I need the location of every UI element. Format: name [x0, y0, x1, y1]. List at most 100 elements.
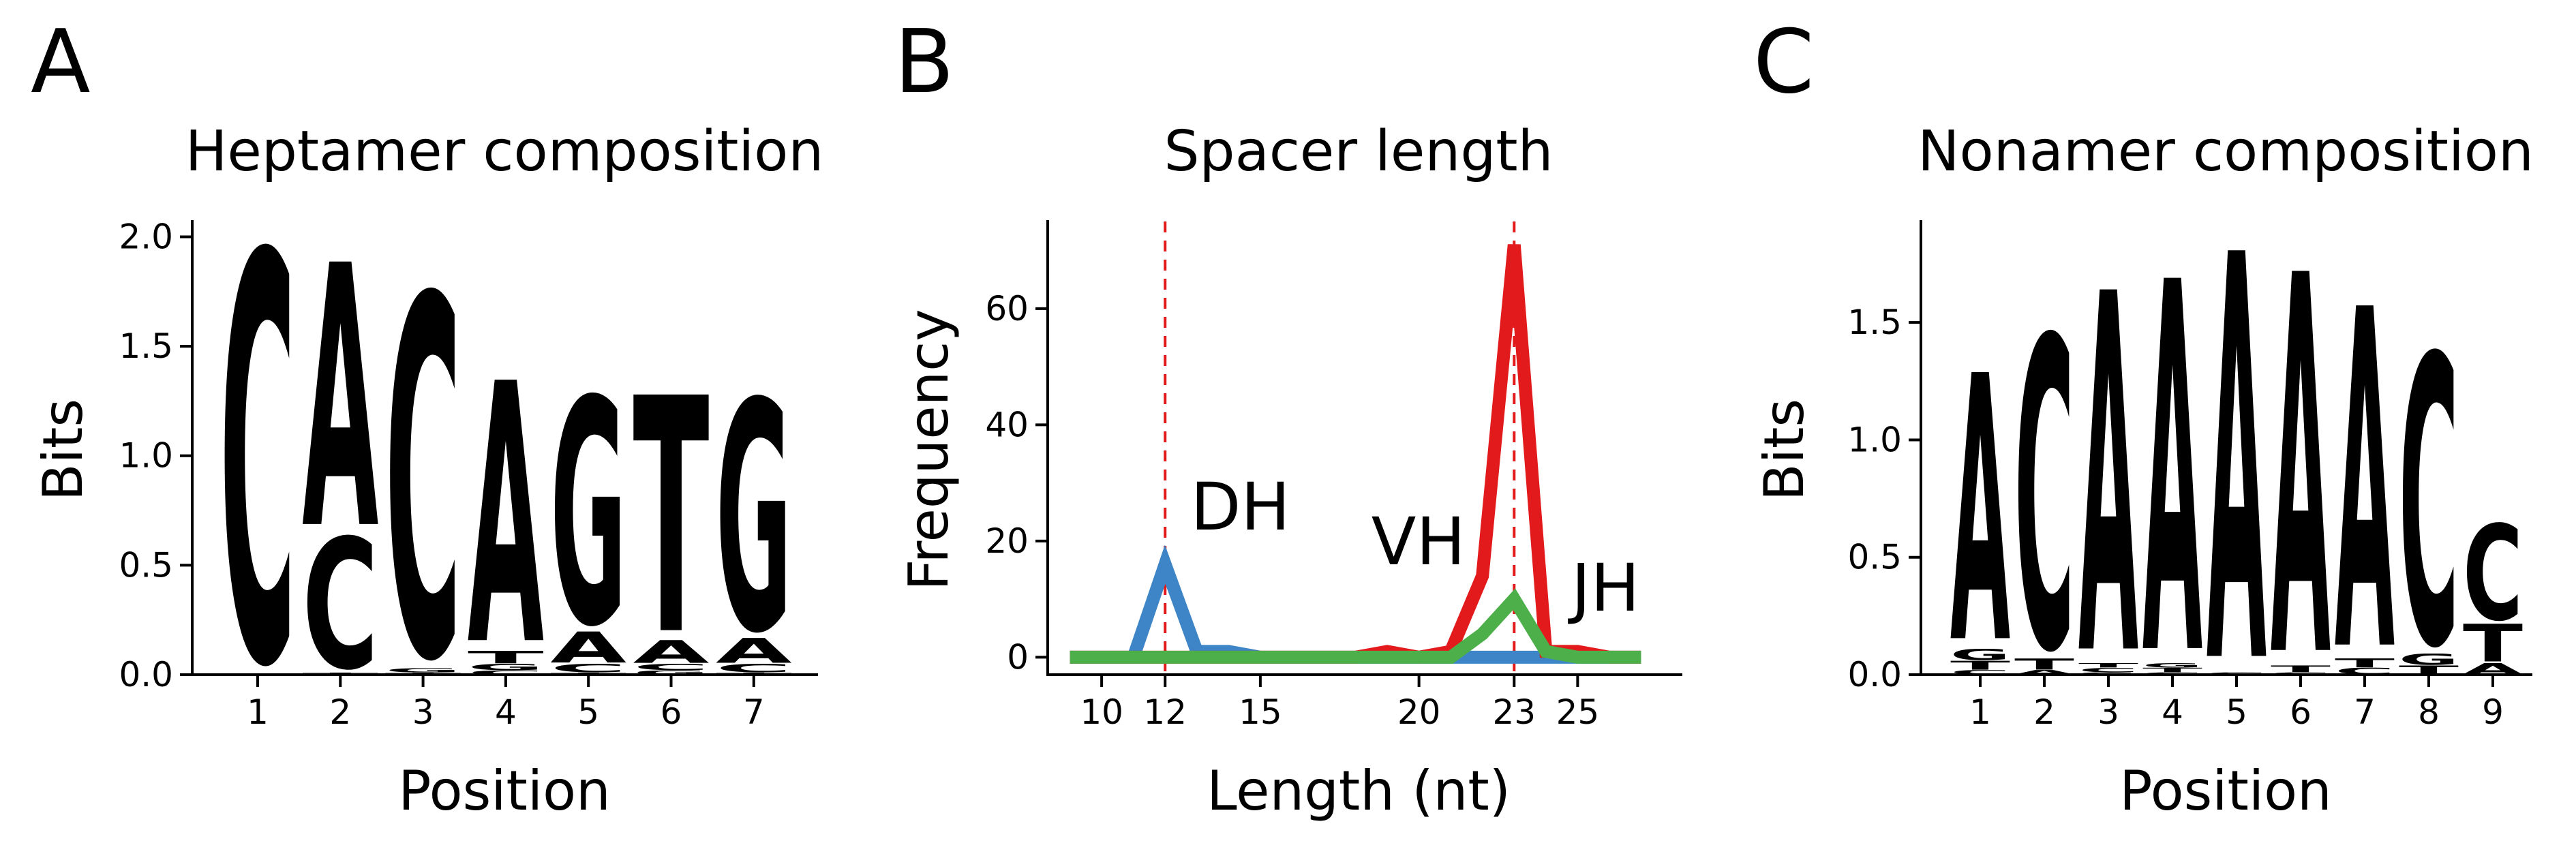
logo-letter-C-pos1: C	[219, 141, 296, 791]
logo-letter-A-pos7-wrap: A	[716, 637, 792, 664]
logo-letter-C-pos2-wrap: C	[302, 534, 378, 672]
x-tick-label: 8	[2418, 692, 2440, 732]
y-tick-label: 0.0	[1847, 655, 1902, 694]
x-tick-label: 7	[743, 692, 765, 732]
logo-letter-C-pos8: C	[2399, 275, 2459, 735]
x-tick-label: 7	[2354, 692, 2376, 732]
x-tick-label: 20	[1397, 692, 1441, 732]
logo-letter-C-pos2: C	[2014, 252, 2074, 747]
x-tick-label: 4	[2162, 692, 2183, 732]
panel-b: B Spacer length Frequency Length (nt) 0 2…	[894, 12, 1682, 823]
logo-letter-G-pos3: G	[2078, 672, 2138, 675]
logo-letter-C-pos6-wrap: C	[2271, 672, 2331, 675]
logo-letter-A-pos4-wrap: A	[2142, 177, 2203, 768]
logo-letter-T-pos1: T	[1950, 658, 2010, 673]
logo-letter-T-pos8: T	[2399, 663, 2459, 677]
logo-letter-A-pos4: A	[2142, 177, 2203, 768]
logo-letter-G-pos3: G	[385, 667, 461, 674]
y-tick-label: 1.0	[1847, 420, 1902, 459]
logo-letter-T-pos4-wrap: T	[468, 647, 544, 667]
x-tick-label: 3	[2097, 692, 2119, 732]
logo-letter-G-pos8-wrap: G	[2399, 651, 2459, 669]
logo-letter-T-pos6-wrap: T	[633, 331, 710, 707]
logo-letter-C-pos5: C	[2207, 672, 2267, 675]
panel-c: C Nonamer composition Bits Position 0.0 0…	[1753, 12, 2534, 823]
y-tick-label: 20	[985, 521, 1029, 561]
logo-letter-C-pos9: C	[2463, 498, 2523, 650]
logo-letter-T-pos7: T	[2335, 656, 2395, 671]
logo-letter-A-pos2-wrap: A	[302, 256, 378, 534]
logo-letter-T-pos3-wrap: T	[385, 673, 461, 675]
logo-letter-T-pos2-wrap: T	[2014, 658, 2074, 670]
x-tick-label-highlight: 12	[1143, 692, 1187, 732]
x-tick-label: 2	[2033, 692, 2055, 732]
logo-letter-T-pos6: T	[2271, 664, 2331, 675]
logo-letter-C-pos2-wrap: C	[2014, 252, 2074, 747]
logo-letter-G-pos4-wrap: G	[2142, 663, 2202, 668]
logo-letter-C-pos6: C	[2271, 672, 2331, 675]
panel-label-b: B	[894, 12, 954, 113]
x-tick-label: 5	[2226, 692, 2247, 732]
logo-letter-C-pos6: C	[633, 662, 710, 673]
logo-letter-A-pos7-wrap: A	[2335, 299, 2395, 658]
logo-letter-C-pos7: C	[716, 662, 792, 675]
logo-letter-A-pos2-wrap: A	[2014, 669, 2074, 676]
logo-letter-G-pos8: G	[2399, 651, 2459, 669]
x-tick-label: 1	[247, 692, 269, 732]
panel-a: A Heptamer composition Bits Position 0.0…	[31, 12, 823, 823]
logo-letter-T-pos1-wrap: T	[1950, 658, 2010, 673]
logo-letter-G-pos1-wrap: G	[1950, 646, 2010, 664]
logo-letter-A-pos2: A	[2014, 669, 2074, 676]
logo-letter-C-pos3: C	[385, 196, 461, 771]
logo-letter-G-pos1: G	[1950, 646, 2010, 664]
logo-letter-A-pos9-wrap: A	[2463, 660, 2523, 678]
logo-letter-G-pos6: G	[633, 669, 710, 676]
logo-letter-T-pos6-wrap: T	[2271, 664, 2331, 675]
logo-letter-A-pos5: A	[550, 624, 626, 673]
logo-letter-G-pos5-wrap: G	[550, 393, 626, 631]
logo-letter-T-pos7: T	[716, 672, 792, 675]
x-tick-label: 2	[329, 692, 351, 732]
panel-c-title: Nonamer composition	[1918, 119, 2534, 184]
y-tick-label: 60	[985, 289, 1029, 328]
series-label-DH: DH	[1190, 469, 1290, 545]
logo-letter-T-pos4: T	[2142, 667, 2202, 673]
panel-a-title: Heptamer composition	[185, 119, 824, 184]
y-tick-label: 0.5	[119, 545, 173, 585]
logo-letter-A-pos3-wrap: A	[2078, 283, 2138, 663]
logo-letter-G-pos4: G	[468, 662, 544, 673]
logo-letter-A-pos5-wrap: A	[550, 624, 626, 673]
y-tick-label: 1.5	[119, 326, 173, 366]
logo-letter-T-pos3-wrap: T	[2078, 662, 2138, 669]
logo-letter-A-pos4-wrap: A	[468, 375, 544, 651]
logo-letter-G-pos3-wrap: G	[2078, 672, 2138, 675]
logo-letter-A-pos5: A	[2207, 140, 2267, 788]
x-tick-label: 15	[1239, 692, 1282, 732]
logo-letter-T-pos3: T	[2078, 662, 2138, 669]
logo-letter-C-pos7-wrap: C	[2335, 668, 2395, 675]
panel-label-c: C	[1753, 12, 1814, 113]
logo-letter-A-pos1: A	[1950, 301, 2011, 725]
panel-b-title: Spacer length	[1164, 119, 1553, 184]
y-tick-label: 0	[1007, 637, 1029, 677]
logo-letter-T-pos6: T	[633, 331, 710, 707]
x-tick-label: 6	[2290, 692, 2312, 732]
panel-c-x-axis-label: Position	[2119, 759, 2331, 823]
logo-letter-T-pos5-wrap: T	[550, 673, 626, 675]
logo-letter-T-pos4-wrap: T	[2142, 667, 2202, 673]
logo-letter-C-pos1-wrap: C	[1950, 669, 2010, 676]
logo-letter-T-pos4: T	[468, 647, 544, 667]
panel-b-line-plot: 0 20 40 60 10 12 15 20 23 25 DH VH JH	[985, 220, 1682, 732]
y-tick-label: 40	[985, 405, 1029, 444]
logo-letter-A-pos9: A	[2463, 660, 2523, 678]
logo-letter-C-pos1: C	[1950, 669, 2010, 676]
series-label-VH: VH	[1372, 504, 1466, 580]
logo-letter-A-pos6: A	[2271, 168, 2331, 773]
logo-letter-C-pos5-wrap: C	[2207, 672, 2267, 675]
x-tick-label: 4	[495, 692, 517, 732]
logo-letter-C-pos7-wrap: C	[716, 662, 792, 675]
series-label-JH: JH	[1568, 550, 1640, 626]
y-tick-label: 0.0	[119, 655, 173, 694]
